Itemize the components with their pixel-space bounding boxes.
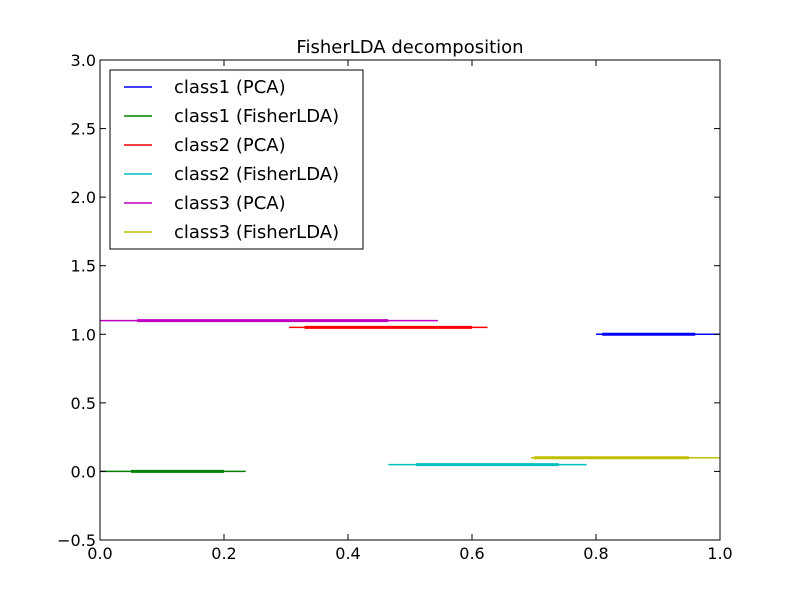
x-tick-label: 0.6 bbox=[459, 544, 484, 563]
x-tick-label: 0.8 bbox=[583, 544, 608, 563]
chart-title: FisherLDA decomposition bbox=[296, 37, 523, 58]
legend-frame bbox=[109, 69, 364, 250]
x-tick-label: 0.2 bbox=[211, 544, 236, 563]
y-tick-label: −0.5 bbox=[57, 531, 96, 550]
y-tick-label: 2.0 bbox=[71, 188, 96, 207]
legend-label-5: class3 (PCA) bbox=[174, 193, 286, 214]
plot-area-frame bbox=[99, 59, 721, 541]
y-tick-label: 0.5 bbox=[71, 394, 96, 413]
legend-label-3: class2 (PCA) bbox=[174, 135, 286, 156]
legend-label-1: class1 (PCA) bbox=[174, 77, 286, 98]
y-tick-label: 0.0 bbox=[71, 462, 96, 481]
legend-label-2: class1 (FisherLDA) bbox=[174, 106, 339, 127]
ticks-layer: 0.0 0.2 0.4 0.6 0.8 1.0−0.50.00.51.01.52.02.5… bbox=[57, 51, 733, 563]
legend-label-6: class3 (FisherLDA) bbox=[174, 222, 339, 243]
y-tick-label: 2.5 bbox=[71, 120, 96, 139]
x-tick-label: 0.0 bbox=[87, 544, 112, 563]
y-tick-label: 1.0 bbox=[71, 325, 96, 344]
y-tick-label: 3.0 bbox=[71, 51, 96, 70]
x-tick-label: 0.4 bbox=[335, 544, 360, 563]
x-tick-label: 1.0 bbox=[707, 544, 732, 563]
y-tick-label: 1.5 bbox=[71, 257, 96, 276]
series-layer bbox=[100, 319, 720, 473]
legend: class1 (PCA) class1 (FisherLDA) class2 (PC… bbox=[109, 69, 364, 250]
legend-label-4: class2 (FisherLDA) bbox=[174, 164, 339, 185]
